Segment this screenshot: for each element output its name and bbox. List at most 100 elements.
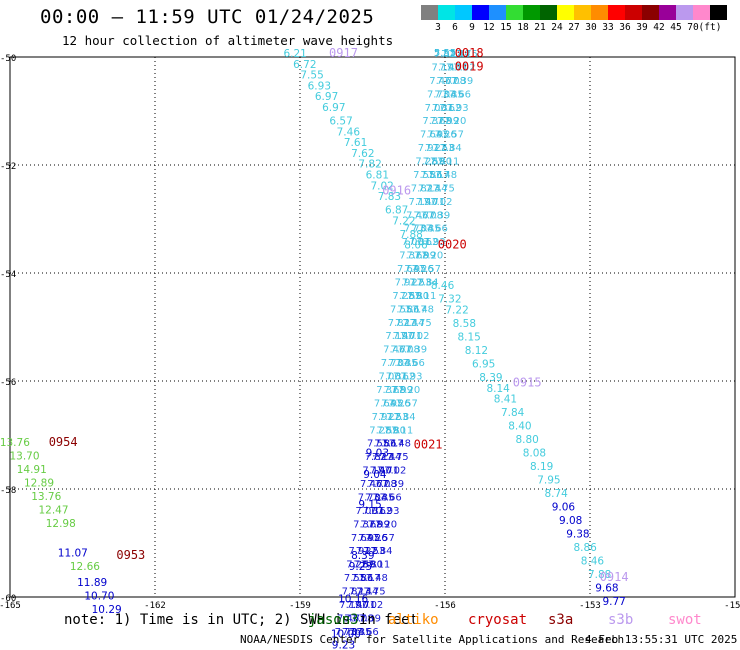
- wave-height-value: 6.57: [329, 116, 352, 128]
- dense-track-value: 7.95: [404, 264, 426, 275]
- wave-height-value: 12.98: [46, 518, 76, 530]
- dense-track-value: 7.84: [393, 412, 415, 423]
- wave-height-value: 6.72: [293, 59, 316, 71]
- dense-track-value: 7.17: [428, 170, 450, 181]
- color-swatch: [506, 5, 523, 20]
- dense-track-value: 7.48: [435, 170, 457, 181]
- dense-track-value: 7.26: [388, 398, 410, 409]
- wave-height-value: 9.06: [552, 502, 576, 514]
- dense-track-value: 7.04: [434, 89, 456, 100]
- color-swatch: [489, 5, 506, 20]
- dense-track-value: 7.73: [404, 224, 426, 235]
- dense-track-value: 7.37: [376, 385, 398, 396]
- x-tick-label: -162: [144, 601, 166, 611]
- dense-track-value: 7.40: [370, 466, 392, 477]
- color-scale-label: 36: [619, 22, 631, 33]
- dense-track-value: 7.19: [385, 331, 407, 342]
- wave-height-value: 7.88: [399, 229, 422, 241]
- dense-track-value: 7.20: [398, 385, 420, 396]
- pass-time-label: 0018: [455, 46, 484, 60]
- dense-track-value: 7.28: [346, 560, 368, 571]
- wave-height-value: 10.70: [84, 591, 114, 603]
- wave-height-value: 8.19: [530, 461, 553, 473]
- dense-track-value: 7.22: [379, 412, 401, 423]
- dense-track-value: 7.73: [381, 358, 403, 369]
- color-swatch: [421, 5, 438, 20]
- wave-height-value: 7.84: [501, 407, 525, 419]
- dense-track-value: 7.66: [403, 358, 425, 369]
- x-tick-label: -165: [0, 601, 21, 611]
- color-swatch: [710, 5, 727, 20]
- dense-track-value: 7.80: [407, 291, 429, 302]
- dense-track-value: 7.00: [379, 372, 401, 383]
- pass-time-label: 0916: [382, 184, 411, 198]
- dense-track-value: 7.13: [441, 49, 463, 60]
- dense-track-value: 7.71: [377, 466, 399, 477]
- dense-track-value: 7.22: [425, 143, 447, 154]
- color-swatch: [574, 5, 591, 20]
- dense-track-value: 7.62: [393, 372, 415, 383]
- dense-track-value: 7.35: [372, 492, 394, 503]
- dense-track-value: 7.31: [363, 506, 385, 517]
- dense-track-value: 7.13: [372, 452, 394, 463]
- wave-height-value: 10.29: [92, 604, 122, 616]
- dense-track-value: 7.37: [399, 251, 421, 262]
- dense-track-value: 7.75: [386, 452, 408, 463]
- dense-track-value: 7.46: [337, 613, 359, 624]
- dense-track-value: 7.80: [384, 425, 406, 436]
- color-swatch: [676, 5, 693, 20]
- satellite-legend-s3b: s3b: [608, 612, 634, 628]
- dense-track-value: 7.86: [351, 573, 373, 584]
- dense-track-value: 7.08: [398, 345, 420, 356]
- dense-track-value: 7.93: [446, 103, 468, 114]
- x-tick-label: -159: [289, 601, 311, 611]
- footer-note: note: 1) Time is in UTC; 2) SWH is in fe…: [64, 612, 419, 628]
- wave-height-value: 6.81: [366, 170, 389, 182]
- wave-height-value: 12.47: [38, 504, 68, 516]
- dense-track-value: 7.46: [406, 210, 428, 221]
- dense-track-value: 7.39: [405, 345, 427, 356]
- satellite-legend-cryosat: cryosat: [468, 612, 528, 628]
- dense-track-value: 7.55: [344, 573, 366, 584]
- dense-track-value: 7.86: [397, 304, 419, 315]
- wave-height-value: 13.70: [9, 450, 39, 462]
- dense-track-value: 7.04: [365, 492, 387, 503]
- pass-time-label: 0021: [414, 438, 443, 452]
- dense-track-value: 7.82: [388, 318, 410, 329]
- dense-track-value: 7.53: [409, 277, 431, 288]
- pass-time-label: 0020: [438, 238, 467, 252]
- dense-track-value: 7.71: [400, 331, 422, 342]
- dense-track-value: 7.93: [423, 237, 445, 248]
- wave-height-value: 8.40: [508, 421, 531, 433]
- pass-time-label: 0915: [513, 375, 542, 389]
- color-swatch: [438, 5, 455, 20]
- wave-height-value: 7.46: [337, 126, 361, 138]
- wave-height-value: 8.15: [457, 332, 480, 344]
- dense-track-value: 7.66: [379, 492, 401, 503]
- dense-track-value: 7.82: [411, 183, 433, 194]
- dense-track-value: 7.44: [448, 49, 470, 60]
- wave-height-value: 7.95: [537, 475, 560, 487]
- color-scale-label: 27: [568, 22, 580, 33]
- wave-height-value: 7.02: [370, 180, 393, 192]
- wave-height-value: 7.32: [438, 294, 461, 306]
- dense-track-value: 7.86: [374, 439, 396, 450]
- dense-track-value: 7.04: [388, 358, 410, 369]
- dense-track-value: 7.44: [425, 183, 447, 194]
- pass-time-label: 0914: [600, 570, 629, 584]
- dense-track-value: 7.99: [368, 519, 390, 530]
- color-scale-label: 18: [517, 22, 529, 33]
- wave-height-value: 9.04: [363, 469, 387, 481]
- map-title: 00:00 — 11:59 UTC 01/24/2025: [40, 6, 375, 28]
- dense-track-value: 7.53: [432, 143, 454, 154]
- dense-track-value: 7.26: [435, 130, 457, 141]
- color-swatch: [591, 5, 608, 20]
- color-swatch: [608, 5, 625, 20]
- dense-track-value: 7.68: [430, 116, 452, 127]
- dense-track-value: 7.31: [432, 103, 454, 114]
- dense-track-value: 7.77: [413, 210, 435, 221]
- dense-track-value: 7.44: [379, 452, 401, 463]
- color-scale-label: 45: [670, 22, 682, 33]
- dense-track-value: 7.11: [437, 157, 459, 168]
- color-swatch: [625, 5, 642, 20]
